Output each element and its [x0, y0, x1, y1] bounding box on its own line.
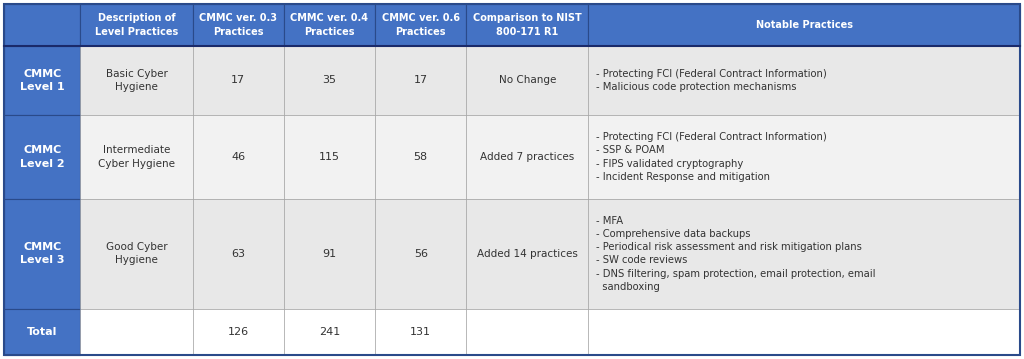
- Bar: [284, 115, 375, 199]
- Text: 126: 126: [227, 327, 249, 337]
- Bar: [4, 309, 81, 355]
- Bar: [466, 4, 589, 46]
- Text: 35: 35: [323, 75, 337, 85]
- Text: Good Cyber
Hygiene: Good Cyber Hygiene: [105, 242, 167, 266]
- Bar: [284, 4, 375, 46]
- Text: Comparison to NIST
800-171 R1: Comparison to NIST 800-171 R1: [473, 13, 582, 37]
- Bar: [193, 4, 284, 46]
- Text: CMMC
Level 1: CMMC Level 1: [19, 69, 65, 92]
- Bar: [81, 309, 193, 355]
- Bar: [193, 46, 284, 115]
- Bar: [4, 46, 81, 115]
- Text: 56: 56: [414, 249, 428, 259]
- Bar: [81, 199, 193, 309]
- Text: CMMC
Level 3: CMMC Level 3: [19, 242, 65, 266]
- Bar: [81, 115, 193, 199]
- Bar: [81, 4, 193, 46]
- Bar: [284, 199, 375, 309]
- Bar: [375, 115, 466, 199]
- Text: 91: 91: [323, 249, 337, 259]
- Bar: [589, 199, 1020, 309]
- Text: Added 14 practices: Added 14 practices: [477, 249, 578, 259]
- Text: 46: 46: [231, 152, 245, 162]
- Bar: [4, 4, 81, 46]
- Text: CMMC
Level 2: CMMC Level 2: [19, 145, 65, 169]
- Text: CMMC ver. 0.4
Practices: CMMC ver. 0.4 Practices: [291, 13, 369, 37]
- Text: 115: 115: [318, 152, 340, 162]
- Text: Intermediate
Cyber Hygiene: Intermediate Cyber Hygiene: [98, 145, 175, 169]
- Bar: [81, 46, 193, 115]
- Bar: [375, 199, 466, 309]
- Text: CMMC ver. 0.3
Practices: CMMC ver. 0.3 Practices: [199, 13, 278, 37]
- Text: - Protecting FCI (Federal Contract Information)
- SSP & POAM
- FIPS validated cr: - Protecting FCI (Federal Contract Infor…: [596, 132, 827, 182]
- Bar: [466, 115, 589, 199]
- Bar: [193, 199, 284, 309]
- Text: 17: 17: [414, 75, 428, 85]
- Bar: [466, 309, 589, 355]
- Bar: [466, 199, 589, 309]
- Bar: [589, 115, 1020, 199]
- Bar: [589, 4, 1020, 46]
- Bar: [589, 46, 1020, 115]
- Text: 17: 17: [231, 75, 245, 85]
- Text: No Change: No Change: [499, 75, 556, 85]
- Text: 241: 241: [318, 327, 340, 337]
- Bar: [193, 309, 284, 355]
- Bar: [375, 46, 466, 115]
- Text: 58: 58: [414, 152, 428, 162]
- Text: 131: 131: [411, 327, 431, 337]
- Bar: [375, 4, 466, 46]
- Bar: [284, 309, 375, 355]
- Text: Basic Cyber
Hygiene: Basic Cyber Hygiene: [105, 69, 167, 92]
- Text: Notable Practices: Notable Practices: [756, 20, 853, 30]
- Bar: [4, 199, 81, 309]
- Text: Total: Total: [27, 327, 57, 337]
- Text: - MFA
- Comprehensive data backups
- Periodical risk assessment and risk mitigat: - MFA - Comprehensive data backups - Per…: [596, 216, 876, 292]
- Text: Added 7 practices: Added 7 practices: [480, 152, 574, 162]
- Bar: [466, 46, 589, 115]
- Bar: [193, 115, 284, 199]
- Bar: [589, 309, 1020, 355]
- Text: - Protecting FCI (Federal Contract Information)
- Malicious code protection mech: - Protecting FCI (Federal Contract Infor…: [596, 69, 827, 92]
- Text: 63: 63: [231, 249, 245, 259]
- Bar: [4, 115, 81, 199]
- Bar: [284, 46, 375, 115]
- Bar: [375, 309, 466, 355]
- Text: Description of
Level Practices: Description of Level Practices: [95, 13, 178, 37]
- Text: CMMC ver. 0.6
Practices: CMMC ver. 0.6 Practices: [382, 13, 460, 37]
